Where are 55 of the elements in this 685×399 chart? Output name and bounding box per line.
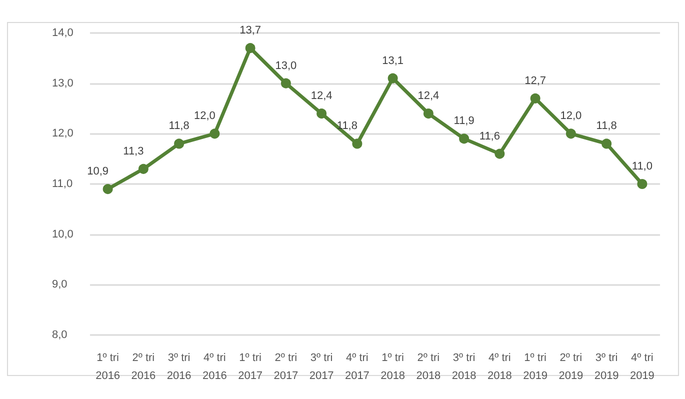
data-label: 11,3 bbox=[123, 145, 144, 158]
point bbox=[210, 128, 220, 139]
y-tick-label: 13,0 bbox=[52, 77, 74, 90]
x-tick-label: 2º tri 2019 bbox=[558, 352, 584, 382]
point bbox=[138, 164, 148, 174]
x-tick-label: 1º tri 2018 bbox=[380, 352, 406, 382]
y-tick-label: 14,0 bbox=[52, 27, 74, 39]
x-tick-label: 4º tri 2018 bbox=[487, 352, 512, 382]
x-tick-label: 4º tri 2016 bbox=[202, 352, 227, 382]
data-label: 10,9 bbox=[87, 166, 109, 178]
point bbox=[102, 184, 113, 194]
y-tick-label: 12,0 bbox=[52, 128, 74, 140]
data-label: 12,4 bbox=[310, 90, 332, 102]
data-label: 13,0 bbox=[275, 60, 297, 72]
x-tick-label: 2º tri 2016 bbox=[131, 352, 156, 382]
data-label: 11,8 bbox=[336, 120, 358, 132]
y-tick-label: 11,0 bbox=[52, 178, 73, 190]
point bbox=[637, 179, 648, 189]
x-tick-label: 1º tri 2017 bbox=[238, 352, 263, 382]
y-tick-label: 8,0 bbox=[52, 329, 68, 341]
data-label: 12,0 bbox=[560, 110, 582, 122]
x-tick-label: 1º tri 2016 bbox=[96, 352, 120, 382]
x-tick-label: 2º tri 2018 bbox=[416, 352, 441, 382]
point bbox=[459, 134, 470, 144]
point bbox=[174, 138, 184, 149]
x-tick-label: 3º tri 2018 bbox=[452, 352, 476, 382]
x-tick-label: 3º tri 2017 bbox=[309, 352, 334, 382]
point bbox=[530, 93, 540, 104]
x-tick-label: 1º tri 2019 bbox=[523, 352, 548, 382]
x-tick-label: 2º tri 2017 bbox=[274, 352, 298, 382]
data-label: 12,4 bbox=[418, 90, 440, 102]
point bbox=[280, 78, 291, 88]
y-tick-label: 9,0 bbox=[52, 278, 68, 291]
point bbox=[245, 43, 256, 54]
point bbox=[423, 108, 434, 119]
data-label: 11,0 bbox=[632, 160, 652, 172]
data-label: 13,1 bbox=[382, 54, 404, 67]
x-tick-label: 4º tri 2017 bbox=[344, 352, 370, 382]
data-label: 11,8 bbox=[168, 120, 190, 132]
point bbox=[388, 73, 398, 84]
data-label: 12,7 bbox=[524, 74, 546, 87]
data-label: 13,7 bbox=[240, 24, 262, 37]
x-tick-label: 3º tri 2019 bbox=[594, 352, 619, 382]
data-label: 11,8 bbox=[596, 120, 617, 132]
point bbox=[316, 108, 327, 119]
point bbox=[494, 148, 505, 159]
point bbox=[352, 138, 362, 149]
x-tick-label: 4º tri 2019 bbox=[630, 352, 654, 382]
data-label: 11,6 bbox=[479, 130, 500, 142]
data-label: 11,9 bbox=[454, 115, 474, 128]
data-label: 12,0 bbox=[194, 110, 216, 122]
x-tick-label: 3º tri 2016 bbox=[166, 352, 192, 382]
point bbox=[602, 138, 612, 149]
y-tick-label: 10,0 bbox=[52, 228, 74, 240]
point bbox=[566, 128, 576, 139]
